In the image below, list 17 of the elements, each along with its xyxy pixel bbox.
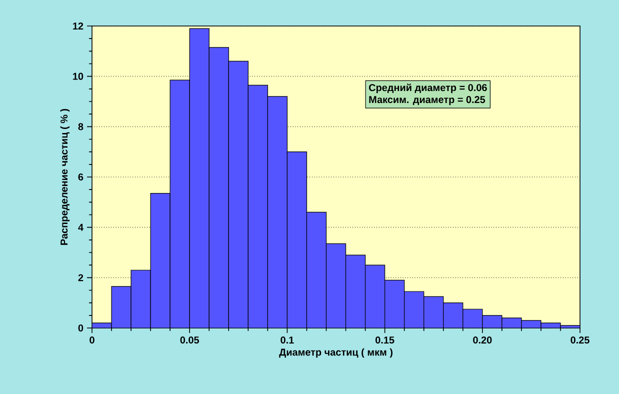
y-tick-label: 8: [78, 123, 84, 130]
y-tick-label: 10: [73, 72, 84, 80]
y-tick-label: 12: [73, 22, 84, 30]
y-tick-label: 2: [78, 274, 84, 282]
x-tick-label: 0: [90, 336, 94, 344]
y-tick-label: 0: [78, 324, 84, 332]
x-tick-label: 0.25: [570, 336, 590, 344]
x-tick-label: 0.1: [280, 336, 294, 344]
annotation: Максим. диаметр = 0.25: [369, 96, 486, 106]
y-tick-label: 6: [78, 173, 84, 181]
x-axis-title: Диаметр частиц ( мкм ): [279, 348, 392, 358]
y-tick-label: 4: [78, 224, 84, 231]
annotation: Средний диаметр = 0.06: [368, 84, 487, 94]
y-axis-title: Распределение частиц ( % ): [60, 108, 70, 245]
x-tick-label: 0.20: [473, 336, 492, 344]
x-tick-label: 0.15: [376, 336, 394, 344]
x-tick-label: 0.05: [180, 336, 200, 344]
